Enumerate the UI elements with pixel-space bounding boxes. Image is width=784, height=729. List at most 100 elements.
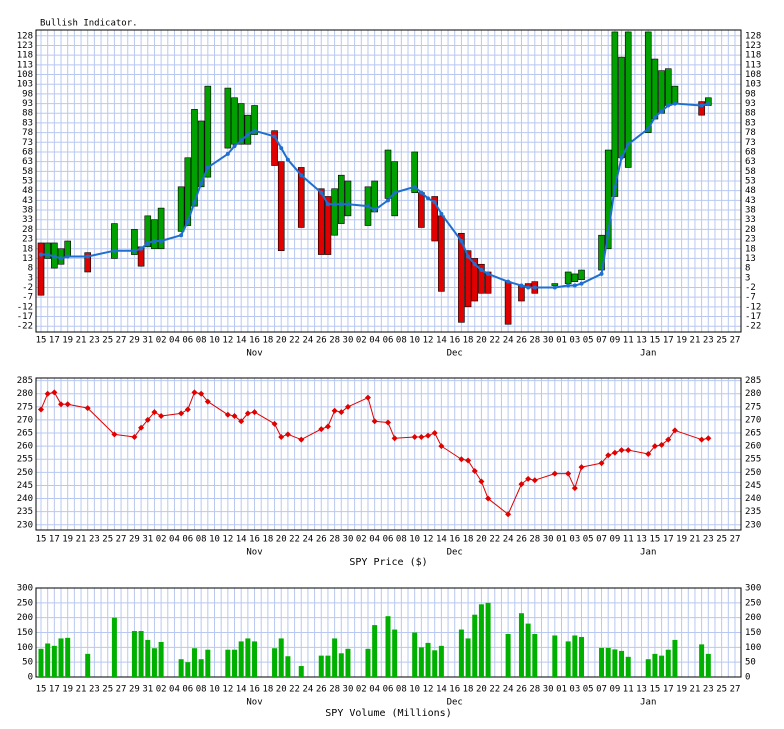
x-tick-label: 09: [609, 336, 620, 346]
line-segment: [161, 412, 182, 417]
x-tick-label: 12: [423, 685, 434, 695]
bar: [365, 648, 371, 677]
x-tick-label: 10: [409, 685, 420, 695]
point: [192, 200, 197, 205]
x-tick-label: 10: [209, 685, 220, 695]
point: [619, 155, 624, 160]
point: [84, 405, 91, 412]
y-tick-label: 33: [22, 215, 33, 225]
plot-frame: [35, 377, 742, 531]
x-tick-label: 20: [276, 336, 287, 346]
line-segment: [647, 116, 656, 130]
point: [44, 390, 51, 397]
y-tick-label-right: 285: [745, 376, 761, 386]
candle-body: [271, 130, 278, 166]
x-tick-label: 06: [182, 685, 193, 695]
x-tick-label: 30: [343, 685, 354, 695]
line-segment: [287, 433, 302, 441]
y-tick-label: 150: [17, 628, 33, 638]
x-tick-label: 20: [276, 685, 287, 695]
bar: [505, 633, 511, 677]
bar: [518, 613, 524, 677]
point: [479, 268, 484, 273]
line-segment: [613, 157, 623, 188]
x-tick-label: 08: [396, 336, 407, 346]
line-segment: [287, 159, 303, 176]
line-segment: [320, 192, 329, 205]
candle-body: [624, 31, 632, 168]
point: [279, 146, 284, 151]
x-tick-label: 21: [76, 685, 87, 695]
candle-body: [37, 242, 45, 296]
point: [486, 271, 491, 276]
x-tick-label: 21: [76, 535, 87, 545]
candle-body: [151, 219, 158, 250]
x-tick-label: 21: [690, 685, 701, 695]
candle-body: [391, 161, 398, 217]
x-tick-label: 25: [716, 535, 727, 545]
y-tick-label-right: 250: [745, 598, 761, 608]
candle-body: [671, 85, 679, 104]
x-tick-label: 12: [222, 685, 233, 695]
x-tick-label: 18: [463, 535, 474, 545]
bar: [298, 666, 304, 677]
candle-body: [564, 271, 572, 284]
x-tick-label: 17: [663, 535, 674, 545]
bar: [345, 648, 351, 677]
bar: [51, 645, 57, 677]
y-tick-label: 43: [22, 196, 33, 206]
bar: [252, 641, 258, 677]
point: [579, 281, 584, 286]
line-segment: [607, 186, 616, 234]
y-tick-label-right: -22: [745, 322, 761, 332]
point: [59, 256, 64, 261]
point: [278, 433, 285, 440]
x-tick-label: 20: [476, 535, 487, 545]
candle-body: [411, 151, 418, 193]
x-tick-label: 26: [516, 336, 527, 346]
candle-body: [337, 174, 345, 224]
x-tick-label: 21: [690, 535, 701, 545]
line-segment: [554, 284, 569, 289]
point: [391, 435, 398, 442]
y-tick-label-right: 23: [745, 235, 756, 245]
bar: [465, 638, 471, 677]
x-tick-label: 06: [383, 535, 394, 545]
point: [645, 451, 652, 457]
bar: [478, 604, 484, 677]
point: [612, 184, 617, 189]
x-tick-label: 15: [649, 535, 660, 545]
point: [238, 418, 245, 425]
line-segment: [187, 392, 195, 410]
line-segment: [367, 397, 376, 422]
x-tick-label: 28: [529, 685, 540, 695]
x-tick-label: 11: [623, 685, 634, 695]
y-tick-label: 8: [28, 264, 33, 274]
point: [506, 279, 511, 284]
x-tick-label: 31: [142, 685, 153, 695]
x-tick-label: 26: [516, 535, 527, 545]
point: [465, 457, 472, 464]
point: [472, 262, 477, 267]
y-tick-label: 88: [22, 109, 33, 119]
point: [505, 511, 512, 518]
y-tick-label: 63: [22, 157, 33, 167]
line-segment: [487, 272, 509, 283]
bar: [325, 655, 331, 677]
x-tick-label: 28: [529, 535, 540, 545]
bar: [238, 641, 244, 677]
x-tick-label: 16: [249, 685, 260, 695]
y-tick-label-right: 265: [745, 429, 761, 439]
candle-body: [197, 120, 205, 188]
point: [572, 283, 577, 288]
candle-body: [317, 188, 325, 255]
point: [659, 109, 664, 114]
line-segment: [254, 129, 275, 138]
x-tick-label: 02: [156, 535, 167, 545]
y-tick-label-right: 43: [745, 196, 756, 206]
x-tick-label: 06: [383, 685, 394, 695]
line-segment: [507, 483, 522, 515]
point: [272, 134, 277, 139]
bar: [659, 655, 665, 677]
